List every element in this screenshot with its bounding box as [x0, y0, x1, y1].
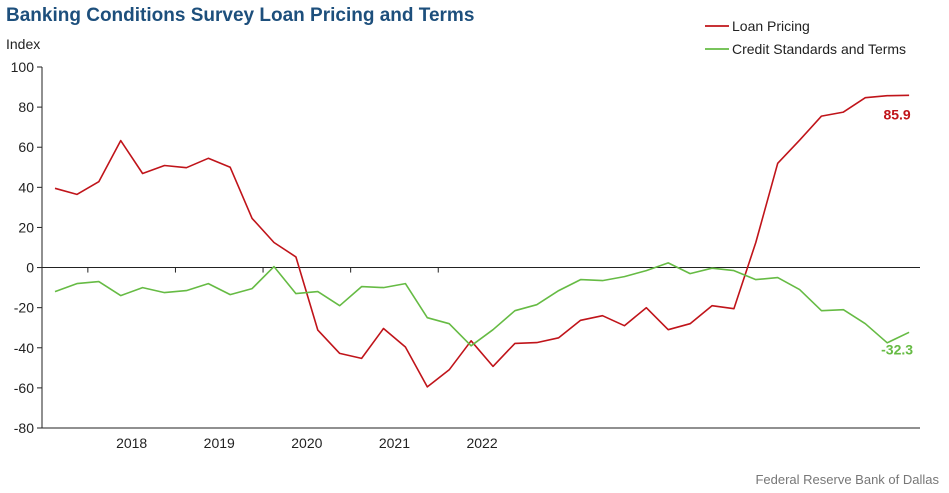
x-tick-label: 2020	[291, 435, 322, 451]
y-tick-label: -20	[14, 300, 34, 316]
loan-pricing-end-label: 85.9	[883, 106, 910, 122]
y-tick-label: 40	[18, 179, 34, 195]
y-tick-label: 60	[18, 139, 34, 155]
source-note: Federal Reserve Bank of Dallas	[755, 472, 939, 487]
x-tick-label: 2021	[379, 435, 410, 451]
credit-standards-line	[54, 262, 910, 347]
y-tick-label: -40	[14, 340, 34, 356]
y-tick-label: 20	[18, 219, 34, 235]
credit-standards-end-label: -32.3	[881, 341, 913, 357]
x-tick-label: 2018	[116, 435, 147, 451]
y-tick-label: 80	[18, 99, 34, 115]
loan-pricing-line	[54, 94, 910, 388]
end-labels: 85.9 -32.3	[881, 106, 913, 357]
x-tick-label: 2019	[204, 435, 235, 451]
series-lines	[54, 94, 910, 388]
y-tick-label: 100	[11, 59, 35, 75]
legend: Loan Pricing Credit Standards and Terms	[705, 18, 906, 57]
x-tick-label: 2022	[466, 435, 497, 451]
y-tick-label: 0	[26, 260, 34, 276]
legend-label-loan-pricing: Loan Pricing	[732, 18, 810, 34]
y-tick-label: -80	[14, 420, 34, 436]
legend-label-credit-standards: Credit Standards and Terms	[732, 41, 906, 57]
y-tick-label: -60	[14, 380, 34, 396]
chart-title: Banking Conditions Survey Loan Pricing a…	[6, 5, 475, 26]
y-axis-label: Index	[6, 36, 41, 52]
axes: 100 80 60 40 20 0 -20 -40 -60 -80 2018 2019 2020 2021…	[11, 59, 920, 451]
